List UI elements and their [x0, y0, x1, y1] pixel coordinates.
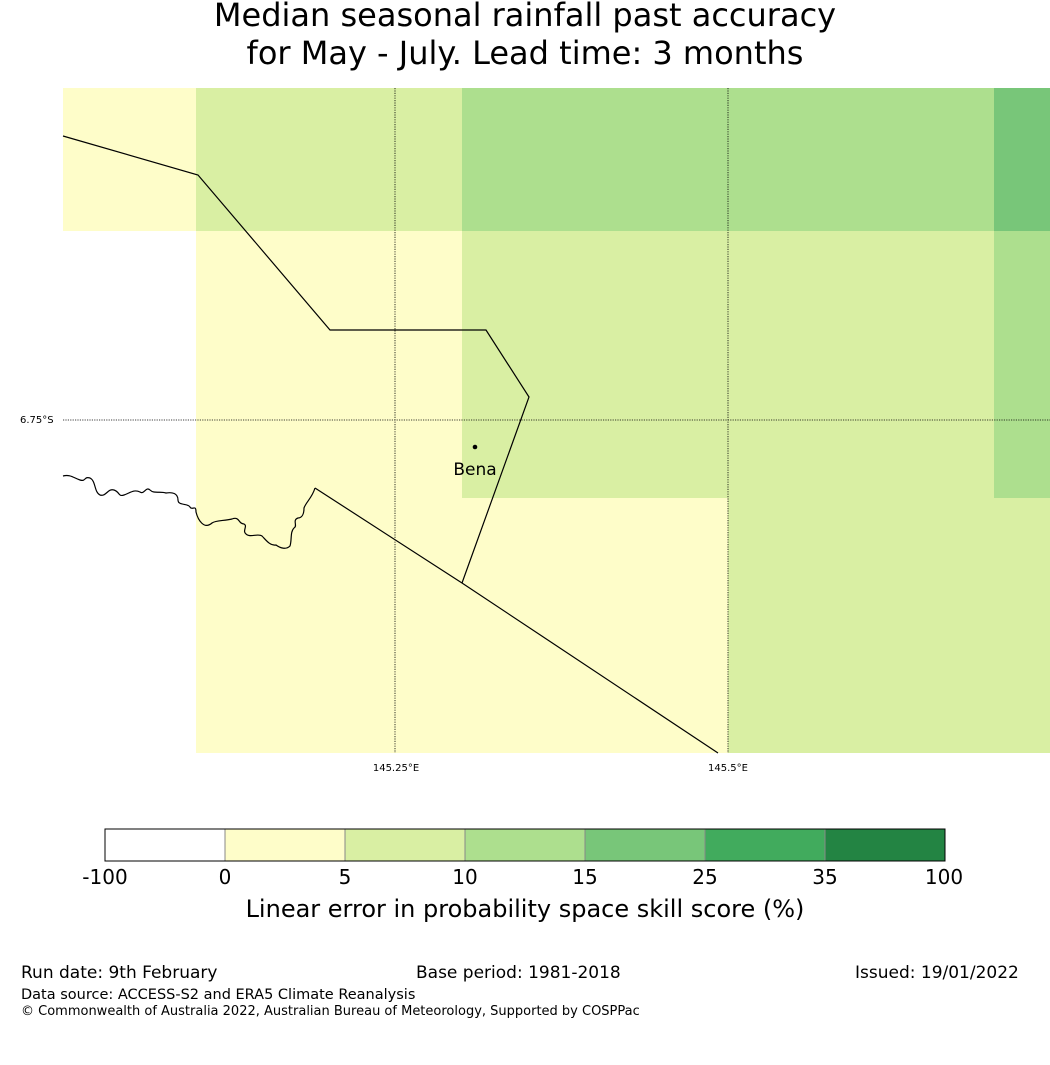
colorbar [104, 828, 946, 862]
map-panel: Bena 6.75°S 145.25°E 145.5°E [20, 88, 1050, 862]
longitude-tick-label: 145.25°E [373, 763, 419, 774]
grid-cell [63, 88, 196, 231]
colorbar-segment [225, 829, 345, 861]
location-label: Bena [453, 460, 496, 480]
chart-title-line-2: for May - July. Lead time: 3 months [246, 34, 804, 72]
colorbar-segment [345, 829, 465, 861]
colorbar-tick-label: 0 [218, 865, 232, 889]
colorbar-tick-label: 25 [692, 865, 718, 889]
colorbar-segment [105, 829, 225, 861]
grid-cell [462, 498, 728, 753]
colorbar-label: Linear error in probability space skill … [245, 895, 805, 923]
colorbar-tick-label: 5 [338, 865, 352, 889]
province-boundary [62, 135, 530, 584]
colorbar-tick-label: 15 [572, 865, 598, 889]
colorbar-tick-label: 10 [452, 865, 478, 889]
grid-cell [994, 231, 1050, 498]
issued-date: Issued: 19/01/2022 [855, 963, 1019, 983]
river-line [62, 474, 316, 549]
grid-cell [462, 88, 994, 231]
grid-cell [196, 88, 462, 231]
colorbar-frame [104, 828, 946, 862]
colorbar-tick-label: -100 [82, 865, 128, 889]
colorbar-segment [705, 829, 825, 861]
colorbar-tick-label: 35 [812, 865, 838, 889]
province-boundary [314, 487, 719, 754]
grid-cell [728, 498, 1050, 753]
base-period: Base period: 1981-2018 [416, 963, 621, 983]
location-marker [472, 444, 478, 450]
colorbar-segment [825, 829, 945, 861]
grid-cell [196, 231, 462, 753]
colorbar-segment [465, 829, 585, 861]
run-date: Run date: 9th February [21, 963, 218, 983]
data-source: Data source: ACCESS-S2 and ERA5 Climate … [21, 987, 416, 1003]
chart-title-line-1: Median seasonal rainfall past accuracy [213, 0, 837, 34]
copyright-notice: © Commonwealth of Australia 2022, Austra… [21, 1004, 640, 1019]
colorbar-segment [585, 829, 705, 861]
grid-cell [994, 88, 1050, 231]
latitude-tick-label: 6.75°S [20, 415, 54, 426]
colorbar-tick-label: 100 [924, 865, 964, 889]
longitude-tick-label: 145.5°E [708, 763, 748, 774]
